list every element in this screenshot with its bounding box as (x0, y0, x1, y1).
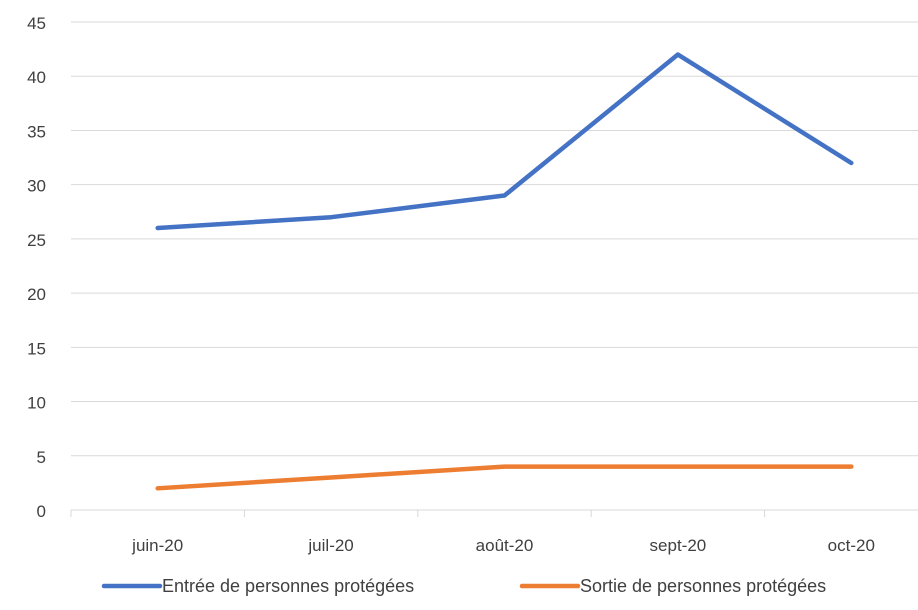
y-tick-label: 35 (27, 122, 46, 141)
gridlines (71, 22, 918, 456)
series-lines (158, 54, 852, 488)
x-tick-label: juil-20 (307, 536, 353, 555)
y-tick-label: 10 (27, 394, 46, 413)
x-axis-tick-labels: juin-20 juil-20 août-20 sept-20 oct-20 (131, 536, 875, 555)
y-tick-label: 15 (27, 339, 46, 358)
y-tick-label: 20 (27, 285, 46, 304)
y-tick-label: 0 (37, 502, 46, 521)
series-line-2 (158, 467, 852, 489)
y-tick-label: 40 (27, 68, 46, 87)
x-tick-label: juin-20 (131, 536, 183, 555)
y-tick-label: 30 (27, 177, 46, 196)
legend: Entrée de personnes protégées Sortie de p… (104, 576, 826, 596)
x-axis (71, 510, 918, 517)
legend-label: Sortie de personnes protégées (580, 576, 826, 596)
y-tick-label: 25 (27, 231, 46, 250)
x-tick-label: sept-20 (650, 536, 707, 555)
series-line-1 (158, 55, 852, 229)
y-axis-tick-labels: 0 5 10 15 20 25 30 35 40 45 (27, 14, 46, 521)
x-tick-label: oct-20 (828, 536, 875, 555)
x-tick-label: août-20 (476, 536, 534, 555)
y-tick-label: 45 (27, 14, 46, 33)
legend-label: Entrée de personnes protégées (162, 576, 414, 596)
y-tick-label: 5 (37, 448, 46, 467)
